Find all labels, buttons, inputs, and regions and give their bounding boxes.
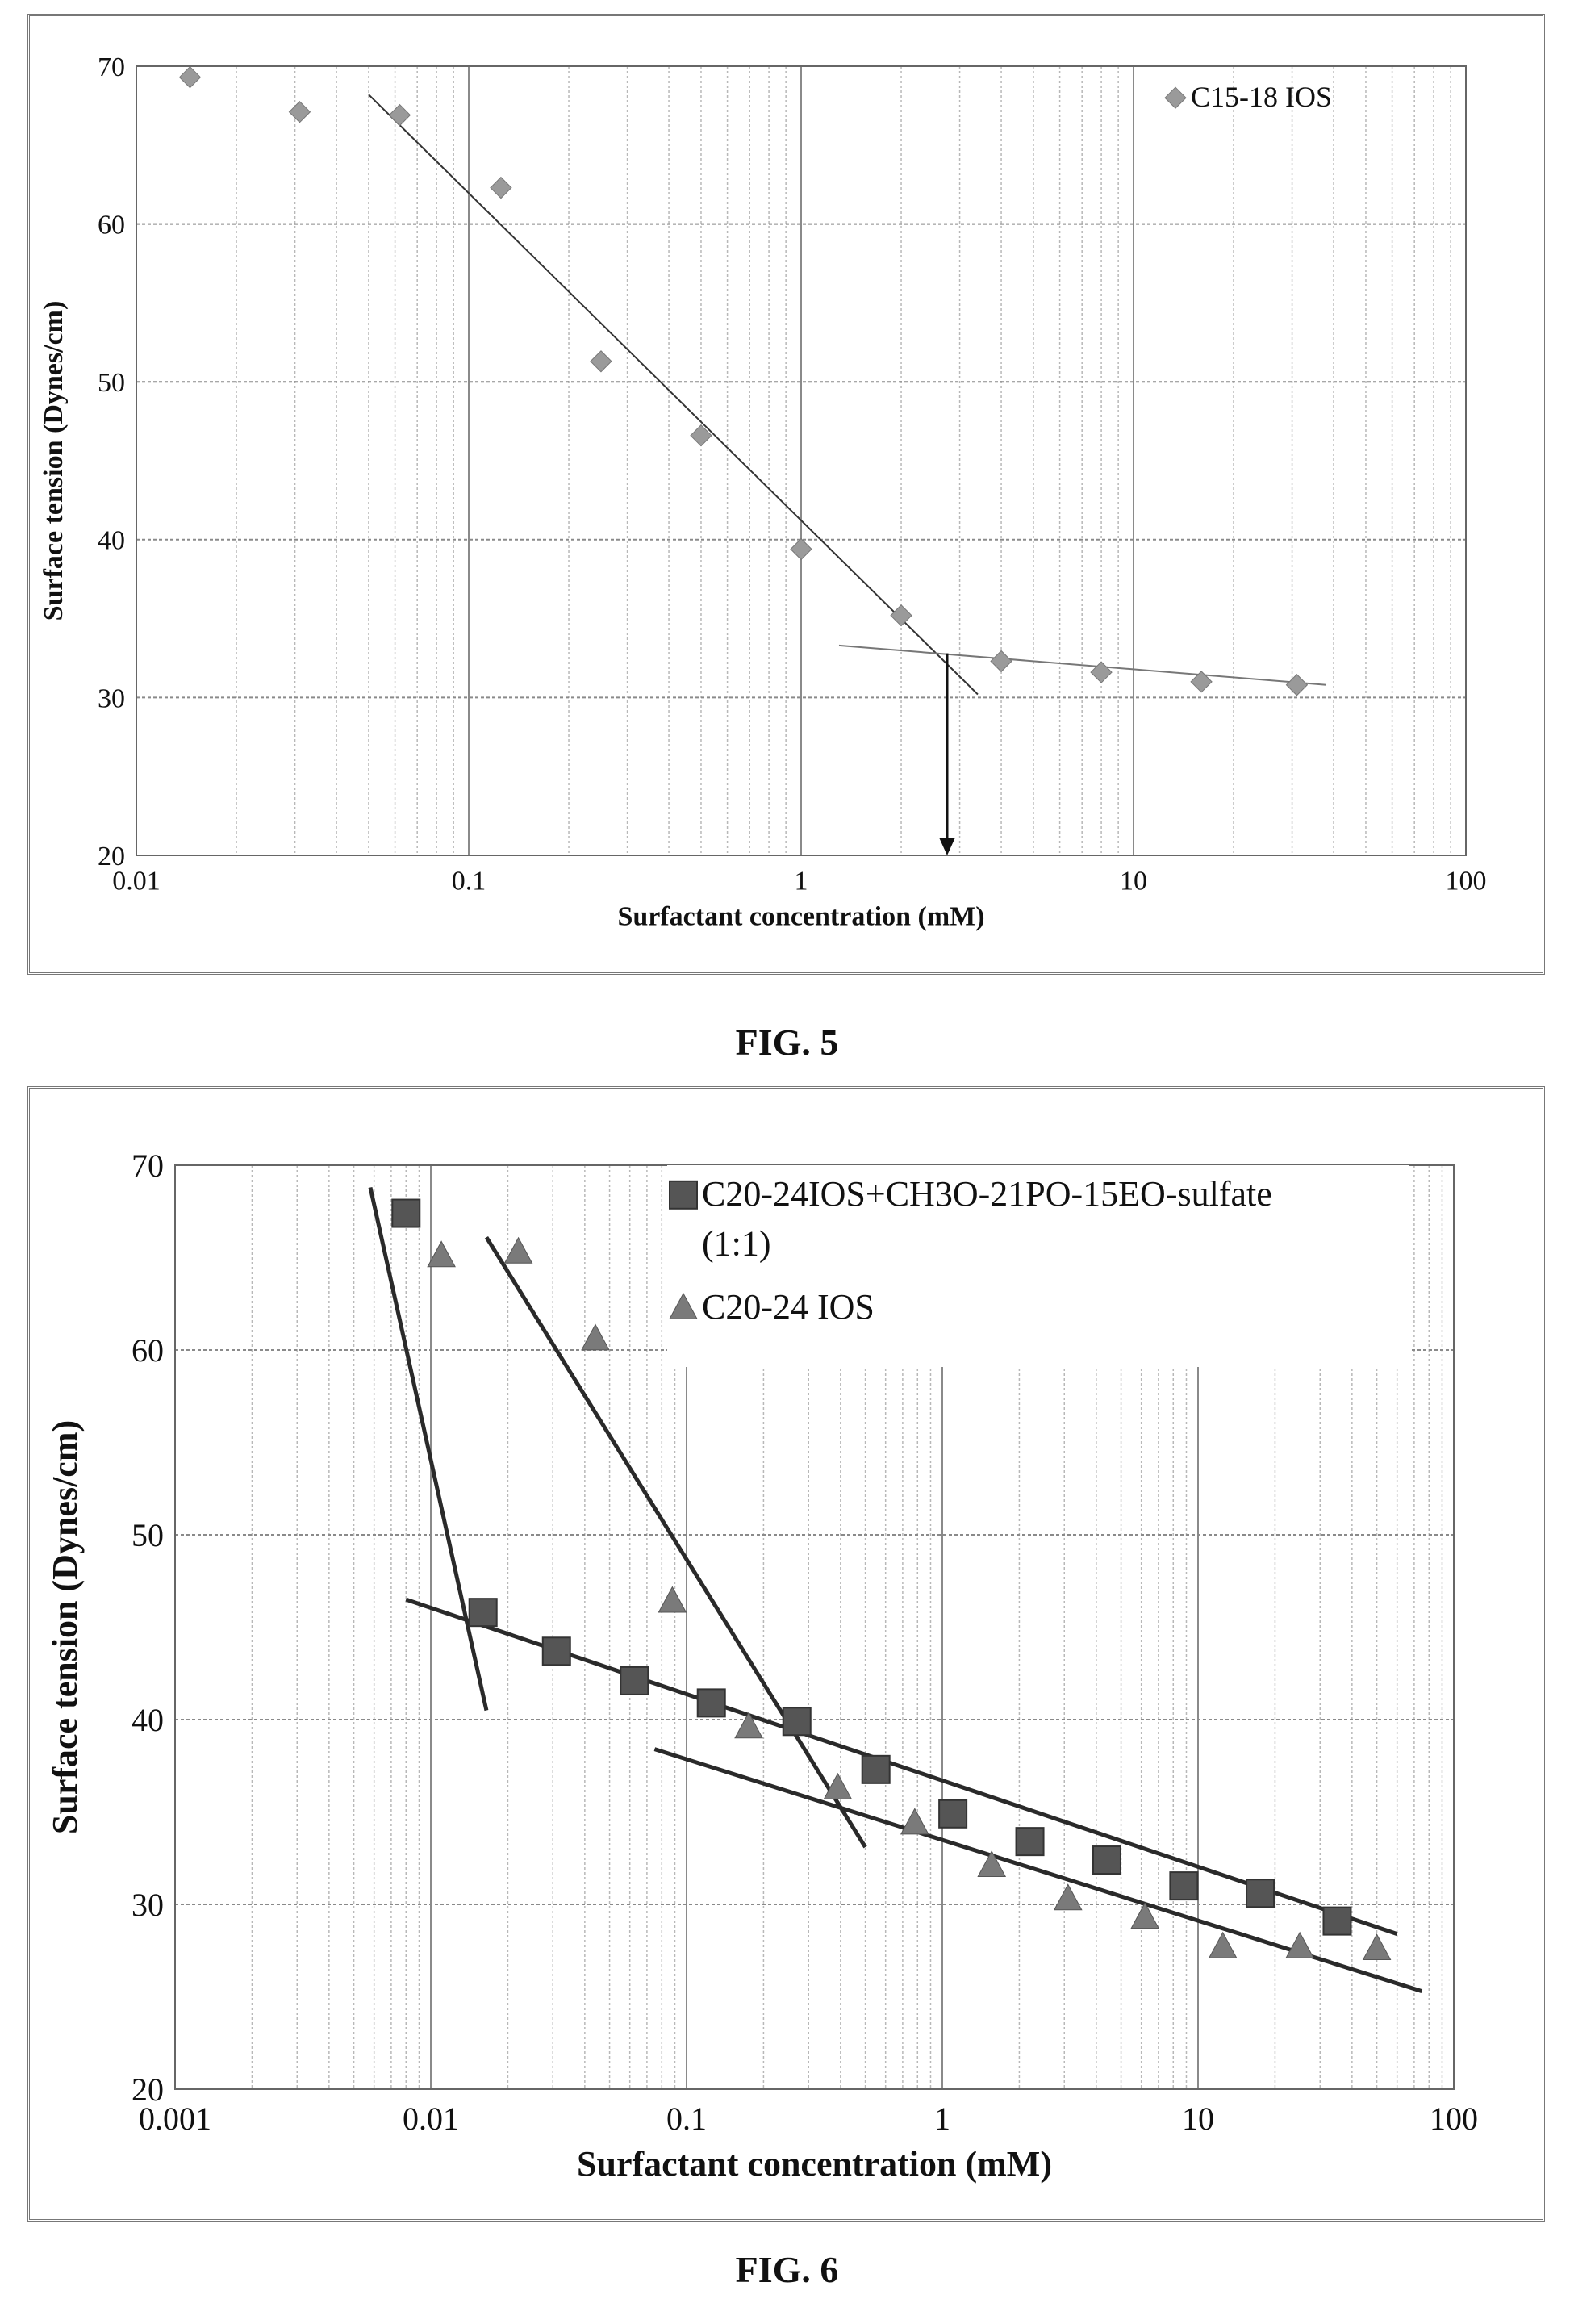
- fig5-point-diamond: [178, 65, 202, 89]
- fig5-fit-lines: [368, 94, 1326, 696]
- figure-5-caption: FIG. 5: [735, 1022, 839, 1063]
- fig5-point-diamond: [890, 604, 912, 627]
- fig6-point-triangle: [581, 1323, 610, 1351]
- fig5-ytick-label: 70: [98, 52, 125, 82]
- fig6-point-square: [1246, 1879, 1275, 1908]
- fig6-point-triangle: [658, 1586, 687, 1613]
- figure-5-frame: 20 30 40 50 60 70 0.01 0.1 1 10 100 Surfactant conc…: [27, 14, 1545, 975]
- fig5-arrow-head: [939, 838, 956, 855]
- fig5-point-diamond: [990, 650, 1012, 673]
- fig6-xtick-label: 100: [1430, 2100, 1478, 2137]
- fig6-xtick-label: 1: [934, 2100, 950, 2137]
- fig5-point-diamond: [790, 537, 812, 561]
- fig6-point-triangle: [1130, 1902, 1160, 1929]
- fig5-point-diamond: [288, 101, 311, 123]
- fig6-point-triangle: [823, 1772, 853, 1799]
- fig5-xtick-label: 0.1: [452, 867, 486, 897]
- fig5-legend-label: C15-18 IOS: [1191, 81, 1332, 113]
- fig6-point-square: [391, 1198, 421, 1228]
- figure-5-chart: 20 30 40 50 60 70 0.01 0.1 1 10 100 Surfactant conc…: [39, 52, 1487, 932]
- fig6-point-square: [1015, 1827, 1045, 1857]
- fig6-point-triangle: [977, 1850, 1007, 1878]
- fig6-point-square: [782, 1707, 812, 1737]
- fig6-xtick-label: 0.01: [403, 2100, 459, 2137]
- fig6-point-triangle: [1053, 1883, 1083, 1911]
- fig6-legend-label: C20-24IOS+CH3O-21PO-15EO-sulfate: [702, 1174, 1272, 1214]
- fig5-y-axis-label: Surface tension (Dynes/cm): [39, 301, 69, 621]
- fig6-point-triangle: [1208, 1931, 1238, 1958]
- fig6-point-triangle: [900, 1808, 929, 1835]
- fig5-ytick-label: 40: [98, 526, 125, 556]
- fig5-xtick-label: 0.01: [112, 867, 161, 897]
- fig5-grid: [136, 65, 1466, 856]
- fig5-point-diamond: [690, 424, 712, 447]
- fig5-point-diamond: [1090, 661, 1113, 683]
- fig5-fit-line: [838, 644, 1326, 686]
- fig6-point-triangle: [427, 1240, 456, 1268]
- fig5-xtick-label: 1: [795, 867, 808, 897]
- fig6-legend-label: C20-24 IOS: [702, 1287, 875, 1327]
- fig6-ytick-label: 40: [132, 1702, 164, 1738]
- fig6-ytick-label: 70: [132, 1147, 164, 1184]
- fig6-point-square: [1169, 1871, 1199, 1901]
- fig6-point-triangle: [669, 1292, 698, 1319]
- fig5-ytick-label: 20: [98, 842, 125, 872]
- fig6-point-square: [938, 1799, 968, 1829]
- fig6-point-square: [1092, 1845, 1121, 1875]
- fig5-point-diamond: [1164, 86, 1187, 109]
- fig6-point-triangle: [1285, 1931, 1314, 1958]
- figure-6-caption: FIG. 6: [735, 2249, 839, 2290]
- fig6-point-triangle: [734, 1712, 763, 1739]
- fig6-point-square: [669, 1180, 698, 1210]
- fig6-point-triangle: [503, 1236, 533, 1264]
- fig6-point-square: [620, 1666, 649, 1695]
- fig6-xtick-label: 0.001: [139, 2100, 211, 2137]
- fig6-ytick-label: 30: [132, 1887, 164, 1923]
- fig6-series-2: [427, 1236, 1392, 1961]
- fig6-legend-box: [667, 1165, 1409, 1367]
- fig5-ytick-label: 60: [98, 211, 125, 240]
- figure-6-chart: 20 30 40 50 60 70 0.001 0.01 0.1 1 10 100 Surfactant…: [45, 1147, 1478, 2184]
- fig6-ytick-label: 50: [132, 1517, 164, 1553]
- fig5-ytick-label: 30: [98, 683, 125, 713]
- fig5-series-1: [178, 65, 1309, 696]
- fig6-fit-line: [484, 1235, 867, 1849]
- fig6-point-square: [1322, 1906, 1352, 1936]
- fig6-x-axis-label: Surfactant concentration (mM): [577, 2144, 1052, 2184]
- fig5-fit-line: [368, 94, 979, 696]
- fig6-ytick-label: 20: [132, 2071, 164, 2108]
- fig6-xtick-label: 10: [1182, 2100, 1214, 2137]
- fig5-ytick-label: 50: [98, 368, 125, 398]
- fig5-point-diamond: [490, 176, 512, 199]
- fig6-fit-line: [368, 1186, 489, 1712]
- fig5-point-diamond: [388, 103, 411, 127]
- fig6-point-square: [696, 1688, 726, 1718]
- fig6-legend-label-line2: (1:1): [702, 1224, 771, 1264]
- fig5-x-axis-label: Surfactant concentration (mM): [617, 902, 984, 932]
- fig6-point-square: [468, 1598, 498, 1628]
- fig5-plot-area: [136, 65, 1467, 856]
- fig6-point-square: [541, 1636, 571, 1666]
- fig5-point-diamond: [1190, 671, 1213, 693]
- fig6-fit-line: [405, 1597, 1398, 1937]
- fig5-xtick-label: 10: [1120, 867, 1147, 897]
- fig6-xtick-label: 0.1: [666, 2100, 707, 2137]
- fig5-point-diamond: [590, 350, 612, 373]
- fig6-y-axis-label: Surface tension (Dynes/cm): [45, 1420, 85, 1834]
- fig6-point-square: [861, 1754, 891, 1784]
- fig5-xtick-label: 100: [1446, 867, 1487, 897]
- fig5-point-diamond: [1285, 674, 1309, 696]
- fig6-series-1: [391, 1198, 1352, 1936]
- fig6-ytick-label: 60: [132, 1332, 164, 1369]
- figure-6-frame: 20 30 40 50 60 70 0.001 0.01 0.1 1 10 100 Surfactant…: [27, 1086, 1545, 2222]
- fig6-point-triangle: [1362, 1933, 1392, 1961]
